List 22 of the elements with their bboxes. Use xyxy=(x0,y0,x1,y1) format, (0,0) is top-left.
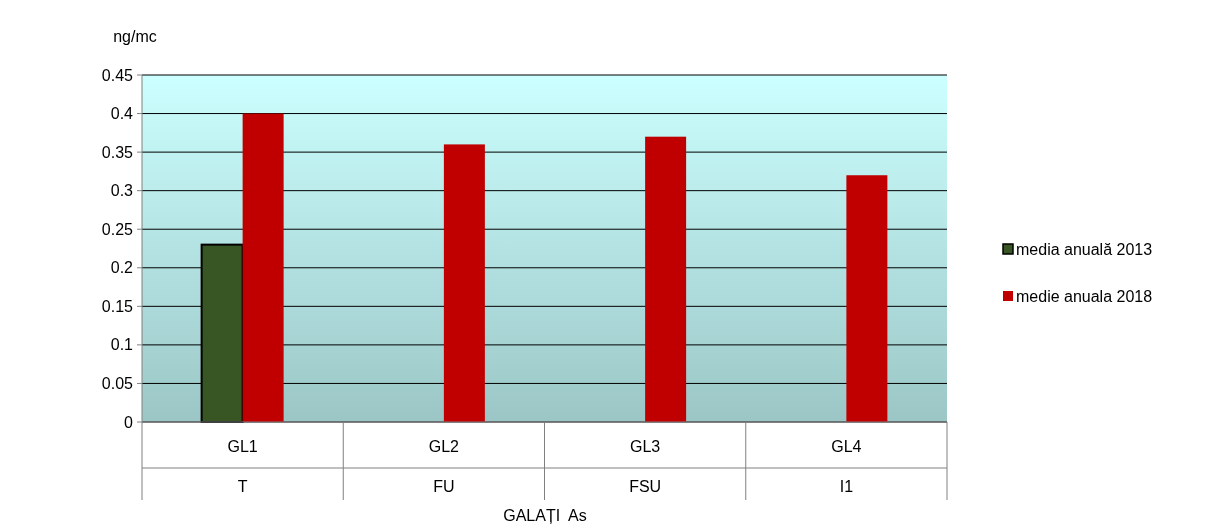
bar xyxy=(242,113,284,422)
bar xyxy=(846,175,888,422)
legend-label: media anuală 2013 xyxy=(1016,240,1153,258)
category-label: GL4 I1 xyxy=(831,438,862,495)
y-tick-label: 0.4 xyxy=(110,105,134,123)
y-tick-label: 0.1 xyxy=(110,336,134,354)
y-tick-label: 0 xyxy=(124,413,134,431)
category-label: GL1 T xyxy=(227,438,258,495)
y-tick-label: 0.3 xyxy=(110,182,134,200)
y-tick-label: 0.45 xyxy=(101,66,134,84)
y-tick-label: 0.2 xyxy=(110,259,134,277)
bar xyxy=(443,144,485,422)
x-axis-title: GALAȚI As xyxy=(503,507,587,524)
y-tick-label: 0.15 xyxy=(101,297,134,315)
category-label: GL3 FSU xyxy=(629,438,662,495)
y-axis-title: ng/mc xyxy=(113,28,157,45)
y-tick-label: 0.05 xyxy=(101,375,134,393)
y-tick-label: 0.35 xyxy=(101,143,134,161)
category-label: GL2 FU xyxy=(428,438,459,495)
y-tick-label: 0.25 xyxy=(101,220,134,238)
legend-label: medie anuala 2018 xyxy=(1016,287,1153,305)
bar xyxy=(645,136,687,422)
